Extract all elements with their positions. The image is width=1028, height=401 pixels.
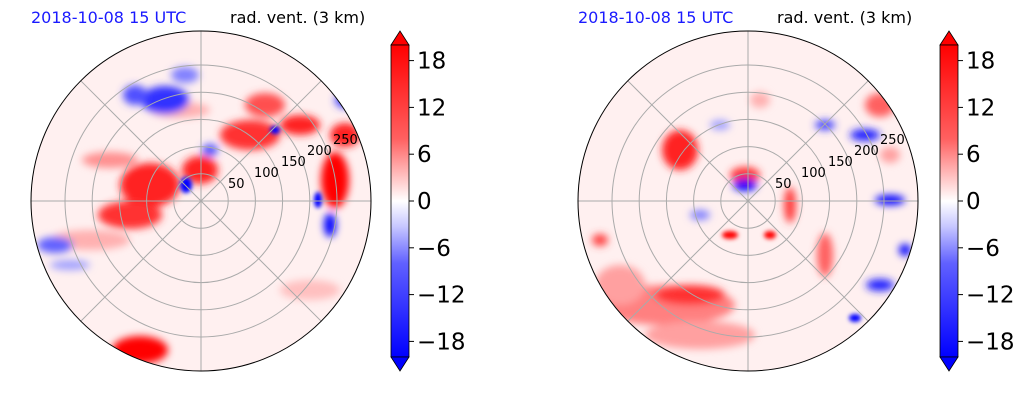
ring-labels-left: 50 100 150 200 250: [228, 133, 358, 192]
ring-label: 100: [254, 166, 279, 181]
panel-date-label: 2018-10-08 15 UTC: [31, 8, 186, 27]
colorbar-tick-label: −12: [966, 283, 1015, 309]
colorbar-left: 18 12 6 0 −6 −12 −18: [390, 30, 466, 372]
ring-labels-right: 50 100 150 200 250: [775, 133, 905, 192]
colorbar-tick-label: −6: [417, 236, 451, 262]
panel-variable-label: rad. vent. (3 km): [777, 8, 912, 27]
colorbar-tick-label: 12: [966, 95, 995, 121]
polar-boundary: [577, 30, 919, 372]
colorbar-tick-label: −6: [966, 236, 1000, 262]
angular-gridline: [200, 80, 322, 202]
polar-boundary: [30, 30, 372, 372]
ring-label: 50: [228, 177, 245, 192]
polar-grid-right: [577, 30, 919, 372]
ring-label: 150: [828, 155, 853, 170]
colorbar-tick-label: −18: [966, 329, 1015, 355]
colorbar-tick-label: −18: [417, 329, 466, 355]
ring-label: 200: [307, 144, 332, 159]
colorbar-tick-label: 0: [417, 189, 432, 215]
colorbar-tick-label: −12: [417, 283, 466, 309]
polar-grid-left: [30, 30, 372, 372]
ring-label: 150: [281, 155, 306, 170]
angular-gridline: [80, 200, 202, 322]
angular-gridline: [627, 80, 749, 202]
ring-label: 250: [880, 133, 905, 148]
polar-panel-left: 2018-10-08 15 UTC rad. vent. (3 km): [30, 8, 466, 372]
colorbar-tick-label: 18: [417, 49, 446, 75]
angular-gridline: [200, 200, 322, 322]
angular-gridline: [627, 200, 749, 322]
angular-gridline: [80, 80, 202, 202]
panel-variable-label: rad. vent. (3 km): [230, 8, 365, 27]
colorbar-tick-label: 12: [417, 95, 446, 121]
polar-panel-right: 2018-10-08 15 UTC rad. vent. (3 km): [577, 8, 1015, 372]
panel-date-label: 2018-10-08 15 UTC: [578, 8, 733, 27]
angular-gridline: [747, 200, 869, 322]
ring-label: 200: [854, 144, 879, 159]
ring-label: 50: [775, 177, 792, 192]
colorbar-tick-label: 18: [966, 49, 995, 75]
ring-label: 250: [333, 133, 358, 148]
colorbar-tick-label: 6: [966, 142, 981, 168]
colorbar-tick-label: 6: [417, 142, 432, 168]
angular-gridline: [747, 80, 869, 202]
ring-label: 100: [801, 166, 826, 181]
colorbar-right: 18 12 6 0 −6 −12 −18: [939, 30, 1015, 372]
colorbar-tick-label: 0: [966, 189, 981, 215]
